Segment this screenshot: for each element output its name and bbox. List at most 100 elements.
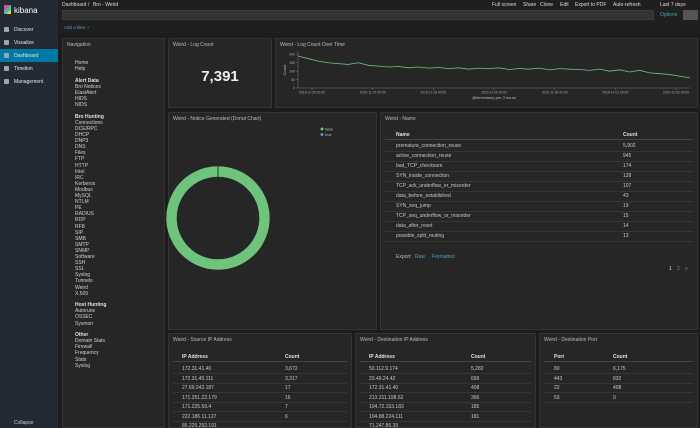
nav-link[interactable]: Intel — [75, 168, 85, 175]
nav-link[interactable]: SNMP — [75, 247, 90, 254]
nav-link[interactable]: NTLM — [75, 199, 89, 206]
top-action[interactable]: Edit — [560, 2, 569, 8]
panel-title: Weird - Log Count Over Time — [280, 42, 345, 48]
column-header[interactable]: Count — [623, 132, 638, 138]
row-rule — [385, 190, 693, 191]
sidebar-item[interactable]: Discover — [14, 27, 34, 33]
nav-link[interactable]: RFB — [75, 223, 85, 230]
nav-link[interactable]: Frequency — [75, 350, 99, 357]
top-action[interactable]: Clone — [540, 2, 554, 8]
breadcrumb[interactable]: Dashboard — [62, 2, 87, 8]
nav-link[interactable]: FTP — [75, 156, 85, 163]
nav-icon — [4, 53, 9, 58]
page-link[interactable]: 1 — [669, 266, 672, 272]
nav-link[interactable]: HIDS — [75, 96, 87, 102]
top-action[interactable]: Last 7 days — [660, 2, 686, 8]
column-header[interactable]: Count — [613, 354, 628, 360]
nav-link[interactable]: Autoruns — [75, 308, 96, 315]
cell: 408 — [613, 385, 622, 391]
breadcrumb: / — [88, 2, 90, 8]
top-action[interactable]: Auto-refresh — [613, 2, 641, 8]
export-link[interactable]: Raw — [415, 254, 426, 260]
search-button[interactable] — [683, 10, 698, 20]
top-action[interactable]: Share — [523, 2, 537, 8]
nav-link[interactable]: SSL — [75, 266, 85, 273]
row-rule — [173, 401, 347, 402]
cell: 22 — [554, 385, 560, 391]
column-header[interactable]: Count — [471, 354, 486, 360]
nav-link[interactable]: DNS — [75, 144, 86, 151]
search-input[interactable] — [62, 10, 654, 20]
cell: possible_split_routing — [396, 233, 445, 239]
export-link[interactable]: Formatted — [432, 254, 455, 260]
cell: 53 — [554, 394, 560, 401]
column-header[interactable]: Count — [285, 354, 300, 360]
cell: 13 — [623, 233, 629, 239]
sidebar-item[interactable]: Management — [14, 79, 44, 85]
page-link[interactable]: » — [685, 266, 688, 272]
nav-link[interactable]: Syslog — [75, 272, 91, 279]
nav-link[interactable]: RDP — [75, 217, 86, 224]
nav-link[interactable]: Syslog — [75, 362, 91, 369]
nav-link[interactable]: DHCP — [75, 132, 90, 138]
nav-link[interactable]: Help — [75, 66, 86, 73]
nav-link[interactable]: Software — [75, 254, 95, 260]
nav-link[interactable]: Sysmon — [75, 320, 94, 327]
nav-link[interactable]: PE — [75, 205, 82, 212]
cell: 699 — [471, 375, 480, 382]
nav-icon — [4, 66, 9, 71]
nav-link[interactable]: IRC — [75, 174, 84, 181]
nav-link[interactable]: DNP3 — [75, 138, 89, 145]
cell: SYN_inside_connection — [396, 173, 450, 179]
options-button[interactable]: Options — [660, 12, 678, 18]
nav-link[interactable]: Weird — [75, 284, 88, 291]
panel-title: Weird - Notice Generated (Donut Chart) — [173, 116, 262, 122]
nav-link[interactable]: RADIUS — [75, 211, 94, 218]
column-header[interactable]: Name — [396, 132, 410, 138]
cell: 222.186.11.127 — [182, 413, 217, 420]
nav-link[interactable]: X.509 — [75, 290, 89, 297]
nav-link[interactable]: Kerberos — [75, 180, 96, 187]
sidebar-item[interactable]: Timelion — [14, 66, 33, 72]
nav-link[interactable]: Home — [75, 60, 89, 66]
nav-link[interactable]: Bro Notices — [75, 83, 101, 90]
row-rule — [385, 200, 693, 201]
sidebar-item[interactable]: Dashboard — [14, 53, 39, 59]
nav-link[interactable]: SMB — [75, 235, 86, 242]
cell: 7 — [285, 404, 288, 410]
nav-link[interactable]: DCE/RPC — [75, 125, 98, 132]
nav-link[interactable]: Connections — [75, 119, 103, 126]
top-action[interactable]: Export to PDF — [575, 2, 607, 8]
top-action[interactable]: Full screen — [492, 2, 517, 8]
nav-link[interactable]: OSSEC — [75, 314, 93, 321]
nav-link[interactable]: Firewall — [75, 344, 93, 351]
nav-link[interactable]: HTTP — [75, 162, 89, 169]
collapse[interactable]: Collapse — [14, 420, 34, 426]
nav-link[interactable]: NIDS — [75, 102, 87, 109]
page-link[interactable]: 2 — [677, 266, 680, 272]
column-header[interactable]: IP Address — [182, 354, 208, 360]
nav-link[interactable]: ElastAlert — [75, 89, 97, 96]
row-rule — [173, 420, 347, 421]
panel: Weird - Notice Generated (Donut Chart) — [168, 112, 377, 330]
column-header[interactable]: Port — [554, 354, 564, 360]
nav-link[interactable]: Stats — [75, 356, 87, 363]
nav-link[interactable]: Domain Stats — [75, 338, 106, 345]
nav-link[interactable]: MySQL — [75, 193, 92, 199]
nav-link[interactable]: SMTP — [75, 241, 89, 248]
nav-link[interactable]: SSH — [75, 260, 86, 267]
nav-icon — [4, 27, 9, 32]
sidebar-item[interactable]: Visualize — [14, 40, 34, 46]
nav-icon — [4, 79, 9, 84]
row-rule — [544, 382, 693, 383]
header-rule — [544, 361, 693, 362]
nav-link[interactable]: Tunnels — [75, 278, 93, 285]
nav-link[interactable]: Modbus — [75, 186, 93, 193]
nav-link[interactable]: Files — [75, 150, 86, 157]
column-header[interactable]: IP Address — [369, 354, 395, 360]
add-filter[interactable]: Add a filter + — [64, 25, 90, 30]
cell: SYN_seq_jump — [396, 203, 431, 209]
nav-link[interactable]: SIP — [75, 229, 84, 236]
cell: 945 — [623, 153, 632, 159]
